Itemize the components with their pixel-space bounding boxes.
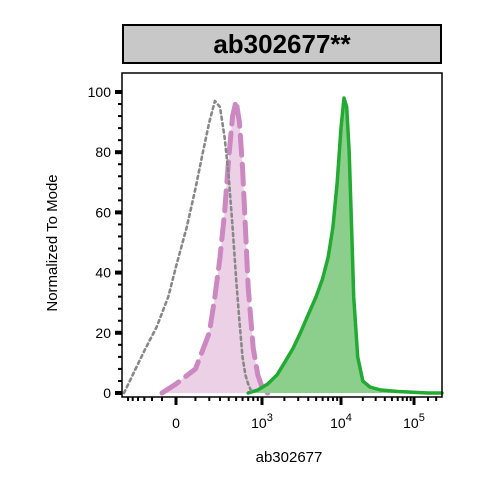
isotype-dotted-curve: [122, 99, 255, 395]
unstained-dashed-curve: [159, 98, 271, 396]
y-tick-label: 0: [103, 385, 111, 401]
y-tick-label: 80: [95, 144, 111, 160]
y-tick-label: 40: [95, 265, 111, 281]
stained-green-curve: [246, 96, 444, 395]
stained-green-fill: [248, 98, 442, 393]
x-tick-label: 105: [403, 412, 425, 431]
x-axis-title: ab302677: [256, 449, 323, 466]
y-axis-title: Normalized To Mode: [44, 174, 61, 311]
x-tick-label: 104: [330, 412, 352, 431]
y-tick-label: 60: [95, 204, 111, 220]
x-tick-label: 103: [251, 412, 273, 431]
chart-title: ab302677**: [213, 28, 351, 59]
y-tick-label: 20: [95, 325, 111, 341]
plot-frame: [121, 72, 443, 398]
axes-layer: 0 20 40 60 80 100 0 103 104 105: [88, 84, 438, 431]
series-layer: [122, 96, 444, 396]
y-tick-label: 100: [88, 84, 112, 100]
chart-title-box: ab302677**: [122, 24, 442, 64]
x-tick-label: 0: [172, 415, 180, 431]
